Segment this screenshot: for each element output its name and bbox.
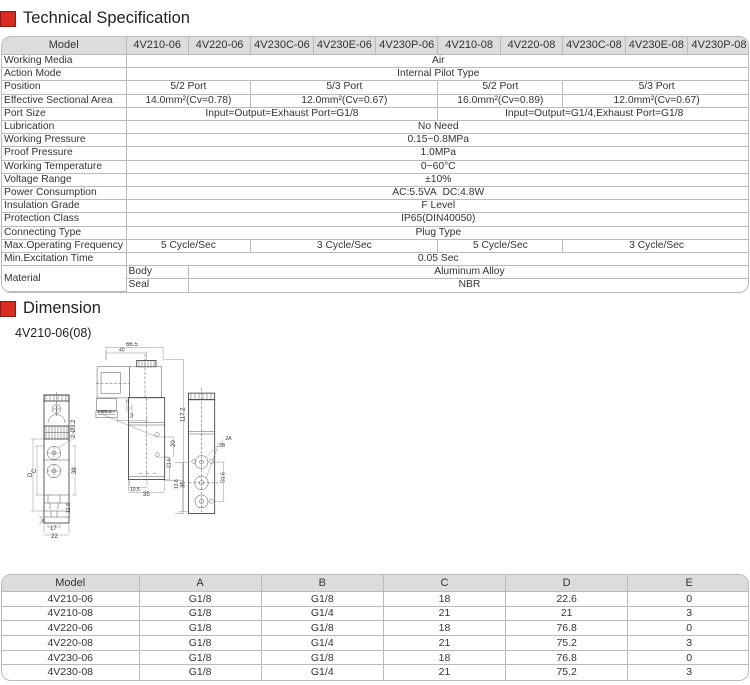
- svg-text:31.6: 31.6: [221, 472, 227, 482]
- svg-text:38: 38: [72, 467, 78, 474]
- svg-text:13.6: 13.6: [174, 479, 180, 489]
- svg-text:2-Ø4.3: 2-Ø4.3: [97, 409, 112, 414]
- svg-text:2-Ø3.2: 2-Ø3.2: [71, 419, 77, 438]
- svg-text:36: 36: [180, 481, 186, 488]
- svg-text:12.6: 12.6: [66, 503, 72, 513]
- svg-text:E: E: [42, 518, 45, 523]
- svg-text:f1: f1: [126, 399, 130, 404]
- svg-text:20: 20: [171, 440, 177, 447]
- svg-text:117.2: 117.2: [181, 407, 187, 422]
- svg-text:3: 3: [130, 414, 134, 420]
- svg-text:21.6: 21.6: [166, 458, 172, 468]
- svg-text:22: 22: [51, 534, 58, 540]
- svg-text:D: D: [28, 472, 34, 477]
- svg-text:40: 40: [119, 348, 125, 354]
- svg-text:2A: 2A: [226, 436, 233, 442]
- svg-text:17: 17: [50, 526, 57, 532]
- svg-text:3B: 3B: [219, 443, 226, 449]
- svg-text:66.5: 66.5: [126, 342, 138, 348]
- svg-text:10.5: 10.5: [130, 487, 140, 493]
- svg-text:35: 35: [143, 492, 150, 498]
